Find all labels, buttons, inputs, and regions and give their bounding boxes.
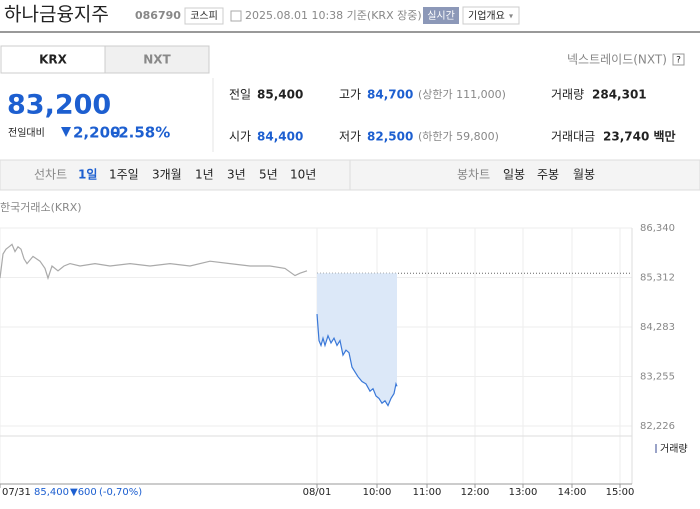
period-tab[interactable]: 1년 bbox=[195, 168, 214, 182]
x-tick-label: 13:00 bbox=[509, 487, 538, 498]
nxt-tab[interactable] bbox=[104, 45, 210, 74]
period-tab[interactable]: 1일 bbox=[78, 168, 97, 182]
help[interactable]: ? bbox=[676, 56, 681, 66]
stock-name: 하나금융지주 bbox=[4, 4, 109, 26]
stat-label: 고가 bbox=[339, 88, 361, 102]
change-pct: -2.58% bbox=[112, 124, 170, 142]
down-icon bbox=[61, 127, 71, 137]
stock-code: 086790 bbox=[135, 9, 181, 22]
realtime: 실시간 bbox=[427, 10, 455, 22]
x-tick-label: 15:00 bbox=[606, 487, 635, 498]
stat-label: 저가 bbox=[339, 130, 361, 144]
company-info[interactable]: 기업개요 bbox=[468, 9, 505, 22]
stat-value: 284,301 bbox=[592, 88, 647, 102]
period-tab[interactable]: 10년 bbox=[290, 168, 316, 182]
nxt-label[interactable]: NXT bbox=[143, 53, 171, 67]
market-badge bbox=[184, 7, 224, 25]
stat-value: 84,400 bbox=[257, 130, 303, 144]
price-line bbox=[0, 243, 308, 281]
calendar-icon bbox=[230, 10, 242, 22]
x-tick-label: 10:00 bbox=[363, 487, 392, 498]
x-tick-label: 12:00 bbox=[461, 487, 490, 498]
change-label: 전일대비 bbox=[8, 127, 45, 139]
y-tick-label: 85,312 bbox=[640, 272, 675, 283]
timestamp: 2025.08.01 10:38 기준(KRX 장중) bbox=[245, 9, 422, 22]
price: 83,200 bbox=[7, 90, 111, 121]
stat-note: (상한가 111,000) bbox=[418, 88, 506, 101]
y-tick-label: 83,255 bbox=[640, 371, 675, 382]
krx-label[interactable]: KRX bbox=[39, 53, 68, 67]
y-tick-label: 82,226 bbox=[640, 421, 675, 432]
help-box[interactable] bbox=[672, 53, 685, 66]
period-tab[interactable]: 1주일 bbox=[109, 168, 139, 182]
annotation-value: 85,400 bbox=[34, 487, 69, 498]
volume-label: 거래량 bbox=[660, 443, 688, 455]
period-tab[interactable]: 3년 bbox=[227, 168, 246, 182]
stat-value: 23,740 백만 bbox=[603, 129, 676, 144]
dropdown-icon: ▾ bbox=[509, 12, 513, 21]
market: 코스피 bbox=[190, 10, 218, 22]
stat-value: 84,700 bbox=[367, 88, 413, 102]
realtime-badge bbox=[423, 7, 459, 24]
period-tab[interactable]: 월봉 bbox=[573, 168, 595, 182]
stat-label: 전일 bbox=[229, 88, 251, 102]
tab-group-label: 봉차트 bbox=[457, 168, 490, 182]
x-tick-label: 11:00 bbox=[413, 487, 442, 498]
tab-group-label: 선차트 bbox=[34, 168, 67, 182]
x-tick-label: 07/31 bbox=[2, 487, 31, 498]
company-info-button[interactable] bbox=[462, 6, 520, 25]
stat-value: 82,500 bbox=[367, 130, 413, 144]
price-line bbox=[316, 314, 398, 407]
x-tick-label: 08/01 bbox=[303, 487, 332, 498]
period-tab[interactable]: 주봉 bbox=[537, 168, 559, 182]
stat-label: 시가 bbox=[229, 130, 251, 144]
period-tab[interactable]: 5년 bbox=[259, 168, 278, 182]
chart-source: 한국거래소(KRX) bbox=[0, 201, 82, 214]
period-tab[interactable]: 3개월 bbox=[152, 168, 182, 182]
chart-tabs: 선차트 1일 1주일 3개월 1년 3년 5년 10년 봉차트 일봉 주봉 월봉 bbox=[34, 168, 595, 182]
volume-legend-icon bbox=[655, 444, 657, 453]
stat-label: 거래대금 bbox=[551, 130, 595, 144]
stat-note: (하한가 59,800) bbox=[418, 129, 499, 143]
y-tick-label: 86,340 bbox=[640, 223, 675, 234]
period-tab[interactable]: 일봉 bbox=[503, 168, 525, 182]
stat-value: 85,400 bbox=[257, 88, 303, 102]
chart: 86,340 85,312 84,283 83,255 82,226 07/31 08/01… bbox=[0, 223, 675, 498]
annotation-pct: (-0,70%) bbox=[99, 487, 142, 498]
stat-label: 거래량 bbox=[551, 88, 584, 102]
y-tick-label: 84,283 bbox=[640, 322, 675, 333]
x-tick-label: 14:00 bbox=[558, 487, 587, 498]
area bbox=[317, 273, 397, 406]
change: 2,200 bbox=[73, 124, 120, 142]
annotation-change: ▼600 bbox=[70, 487, 97, 498]
nextrade[interactable]: 넥스트레이드(NXT) bbox=[567, 53, 667, 67]
